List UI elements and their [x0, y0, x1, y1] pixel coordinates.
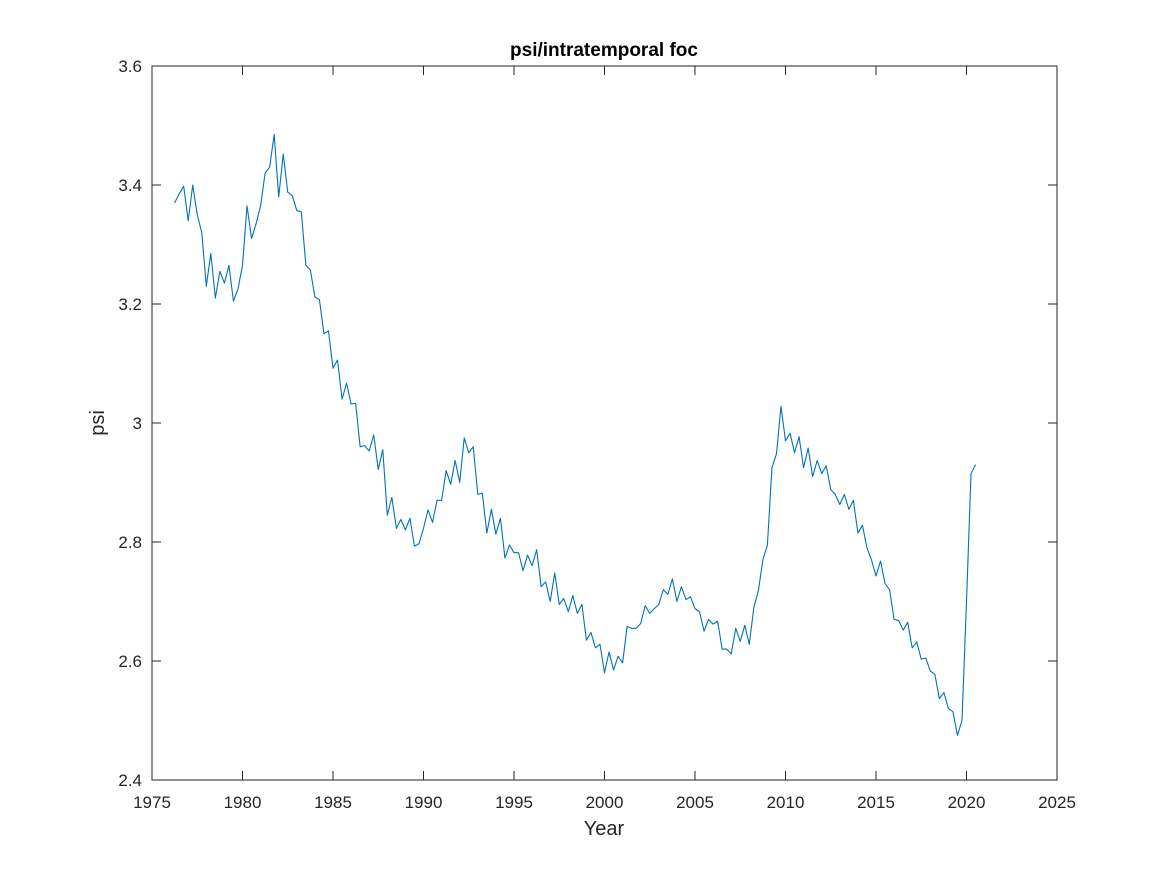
x-tick-label: 1990 — [405, 793, 443, 812]
x-tick-label: 2010 — [767, 793, 805, 812]
x-tick-label: 2015 — [857, 793, 895, 812]
x-tick-label: 1975 — [133, 793, 171, 812]
x-tick-label: 1985 — [314, 793, 352, 812]
y-axis-label: psi — [87, 410, 109, 436]
chart-title: psi/intratemporal foc — [510, 40, 698, 61]
x-tick-label: 1995 — [495, 793, 533, 812]
series-line — [174, 133, 977, 736]
y-tick-label: 3.2 — [118, 295, 142, 314]
x-tick-label: 1980 — [224, 793, 262, 812]
x-tick-label: 2005 — [676, 793, 714, 812]
y-tick-label: 2.4 — [118, 771, 142, 790]
axes-background — [152, 66, 1057, 780]
y-tick-label: 2.6 — [118, 652, 142, 671]
y-tick-label: 3.4 — [118, 176, 142, 195]
y-tick-label: 3.6 — [118, 57, 142, 76]
y-tick-label: 3 — [133, 414, 142, 433]
x-tick-label: 2025 — [1038, 793, 1076, 812]
y-tick-label: 2.8 — [118, 533, 142, 552]
tick-labels: 1975 1980 1985 1990 1995 2000 2005 2010 2015 2020… — [118, 57, 1076, 812]
x-tick-label: 2020 — [948, 793, 986, 812]
x-axis-label: Year — [584, 818, 625, 840]
axes-box — [151, 65, 1058, 781]
x-tick-label: 2000 — [586, 793, 624, 812]
